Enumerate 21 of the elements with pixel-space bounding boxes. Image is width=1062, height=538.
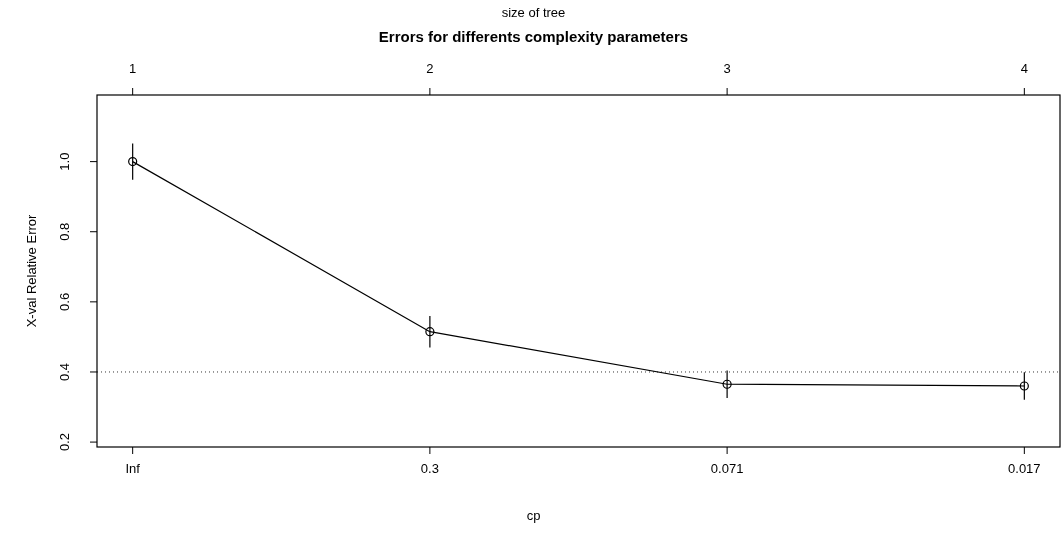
x2-tick-label: 1 [129,61,137,76]
point [128,157,138,167]
x2-tick-label: 2 [426,61,434,76]
y-tick-label: 1.0 [57,152,72,171]
x-tick-label: 0.017 [1008,461,1041,476]
x-axis-title: cp [526,508,541,523]
x2-axis-title: size of tree [501,5,566,20]
point [425,327,435,337]
y-tick-label: 0.8 [57,222,72,241]
y-tick-label: 0.2 [57,433,72,452]
x-tick-label: Inf [125,461,141,476]
chart-title: Errors for differents complexity parameters [378,28,689,45]
y-tick-label: 0.4 [57,362,72,382]
x-tick-label: 0.071 [710,461,744,476]
point [1019,381,1029,391]
y-axis-title: X-val Relative Error [24,213,39,328]
point [722,379,732,389]
x-tick-label: 0.3 [420,461,439,476]
y-tick-label: 0.6 [57,292,72,311]
x2-tick-label: 3 [723,61,731,76]
x2-tick-label: 4 [1020,61,1028,76]
